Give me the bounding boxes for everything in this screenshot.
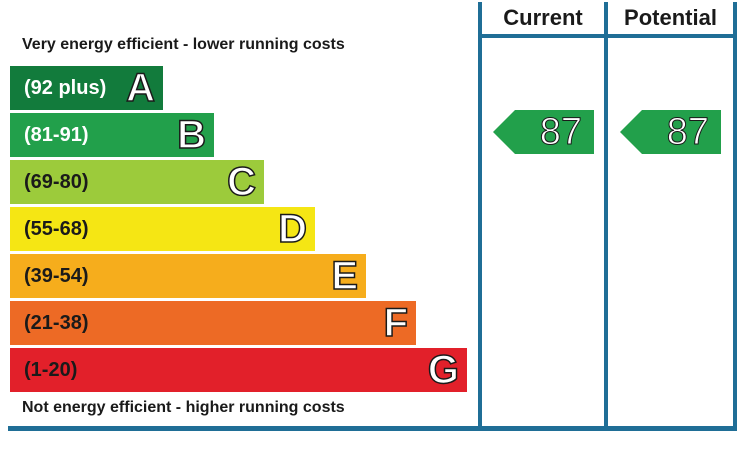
band-e-range: (39-54) <box>24 265 89 287</box>
inefficient-caption: Not energy efficient - higher running co… <box>22 399 345 416</box>
frame-divider-left <box>478 2 482 428</box>
current-rating-value: 87 <box>539 111 582 154</box>
band-c: (69-80) C <box>10 159 264 205</box>
current-rating-arrow: 87 <box>493 110 594 154</box>
potential-rating-value: 87 <box>666 111 709 154</box>
band-c-letter: C <box>226 159 256 205</box>
band-f-range: (21-38) <box>24 312 89 334</box>
band-f: (21-38) F <box>10 300 416 346</box>
band-e-letter: E <box>331 253 359 299</box>
frame-divider-right <box>733 2 737 428</box>
band-e: (39-54) E <box>10 253 366 299</box>
band-c-range: (69-80) <box>24 171 89 193</box>
band-f-letter: F <box>383 300 409 346</box>
frame-baseline <box>8 426 737 431</box>
header-rule <box>478 34 737 38</box>
efficient-caption: Very energy efficient - lower running co… <box>22 36 345 53</box>
band-b-letter: B <box>176 112 206 158</box>
band-d-range: (55-68) <box>24 218 89 240</box>
current-arrow-shape <box>493 110 594 154</box>
band-a: (92 plus) A <box>10 65 163 111</box>
potential-arrow-shape <box>620 110 721 154</box>
band-d-letter: D <box>277 206 307 252</box>
current-column-header: Current <box>503 5 583 30</box>
band-b-range: (81-91) <box>24 124 89 146</box>
potential-rating-arrow: 87 <box>620 110 721 154</box>
band-a-range: (92 plus) <box>24 77 107 99</box>
band-a-letter: A <box>125 65 155 111</box>
frame-divider-middle <box>604 2 608 428</box>
band-g: (1-20) G <box>10 347 467 393</box>
band-g-letter: G <box>427 347 460 393</box>
band-g-range: (1-20) <box>24 359 78 381</box>
band-d: (55-68) D <box>10 206 315 252</box>
band-b: (81-91) B <box>10 112 214 158</box>
potential-column-header: Potential <box>624 5 717 30</box>
